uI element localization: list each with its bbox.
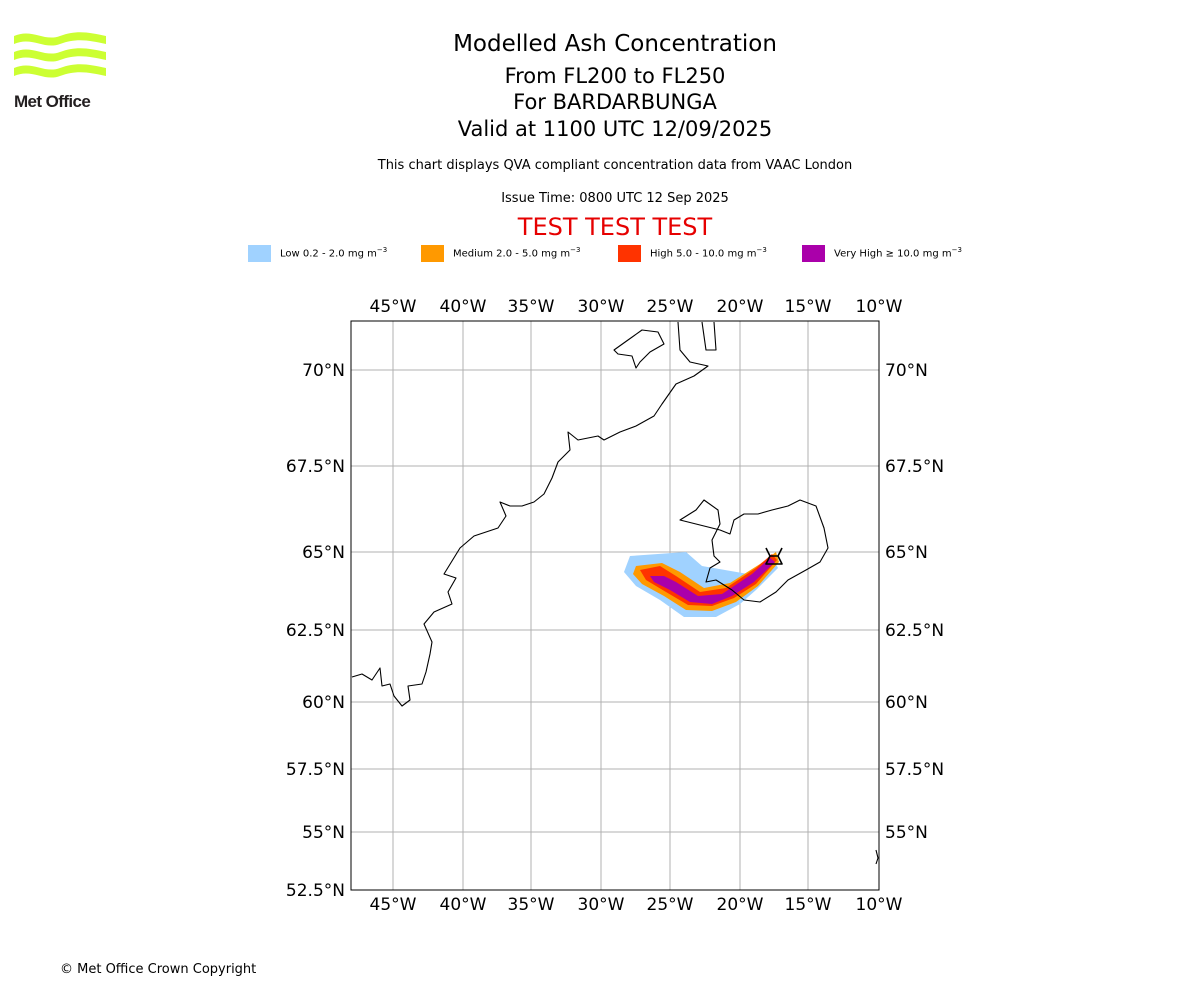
met-office-waves-icon: [14, 32, 106, 78]
lat-tick-label-left: 52.5°N: [286, 881, 345, 901]
valid-time: Valid at 1100 UTC 12/09/2025: [457, 117, 773, 141]
met-office-logo: Met Office: [14, 30, 114, 112]
lat-tick-label-left: 70°N: [302, 361, 345, 381]
lon-tick-label-bottom: 25°W: [647, 895, 694, 915]
greenland-fjord-north: [701, 321, 717, 351]
map-frame: [350, 320, 880, 891]
lat-tick-label-left: 60°N: [302, 693, 345, 713]
lon-tick-label-bottom: 35°W: [508, 895, 555, 915]
issue-time: Issue Time: 0800 UTC 12 Sep 2025: [501, 191, 729, 206]
lat-tick-label-right: 60°N: [885, 693, 928, 713]
lon-tick-label-top: 30°W: [578, 297, 625, 317]
lat-tick-label-left: 55°N: [302, 823, 345, 843]
chart-subtitle: This chart displays QVA compliant concen…: [377, 158, 853, 173]
lon-tick-label-top: 35°W: [508, 297, 555, 317]
met-office-wordmark: Met Office: [14, 92, 91, 111]
legend-swatch-medium: [421, 245, 444, 262]
greenland-island-north: [613, 329, 665, 369]
map-tick-labels: 45°W 45°W 40°W 40°W 35°W 35°W 30°W 30°W 25°W 25°W…: [286, 297, 944, 915]
lon-tick-label-top: 40°W: [440, 297, 487, 317]
iceland-inset-marker: [765, 547, 783, 565]
ash-high-area: [640, 554, 777, 606]
lat-tick-label-right: 62.5°N: [885, 621, 944, 641]
lon-tick-label-top: 15°W: [785, 297, 832, 317]
flight-level-range: From FL200 to FL250: [504, 64, 726, 88]
greenland-coast: [351, 321, 709, 707]
legend-swatch-very-high: [802, 245, 825, 262]
lon-tick-label-bottom: 40°W: [440, 895, 487, 915]
copyright-notice: © Met Office Crown Copyright: [60, 962, 257, 977]
lon-tick-label-bottom: 15°W: [785, 895, 832, 915]
legend-label-very-high: Very High ≥ 10.0 mg m−3: [834, 246, 962, 260]
lon-tick-label-top: 25°W: [647, 297, 694, 317]
lat-tick-label-left: 62.5°N: [286, 621, 345, 641]
lon-tick-label-bottom: 20°W: [717, 895, 764, 915]
lat-tick-label-left: 65°N: [302, 543, 345, 563]
lon-tick-label-bottom: 45°W: [370, 895, 417, 915]
legend-swatch-low: [248, 245, 271, 262]
map-gridlines: [351, 321, 879, 890]
ash-plume: [624, 552, 779, 617]
lat-tick-label-right: 70°N: [885, 361, 928, 381]
iceland-coast: [679, 499, 829, 603]
lat-tick-label-right: 65°N: [885, 543, 928, 563]
ash-very-high-area: [650, 558, 775, 604]
ash-medium-area: [633, 552, 779, 611]
legend-label-medium: Medium 2.0 - 5.0 mg m−3: [453, 246, 581, 260]
lat-tick-label-left: 67.5°N: [286, 457, 345, 477]
lon-tick-label-top: 45°W: [370, 297, 417, 317]
legend-swatch-high: [618, 245, 641, 262]
lon-tick-label-bottom: 10°W: [856, 895, 903, 915]
lon-tick-label-top: 20°W: [717, 297, 764, 317]
legend-label-low: Low 0.2 - 2.0 mg m−3: [280, 246, 388, 260]
lon-tick-label-top: 10°W: [856, 297, 903, 317]
chart-title: Modelled Ash Concentration: [453, 31, 777, 57]
test-banner: TEST TEST TEST: [517, 213, 713, 241]
lat-tick-label-left: 57.5°N: [286, 760, 345, 780]
volcano-name: For BARDARBUNGA: [513, 90, 717, 114]
coastlines: [351, 321, 879, 865]
lat-tick-label-right: 67.5°N: [885, 457, 944, 477]
lon-tick-label-bottom: 30°W: [578, 895, 625, 915]
lat-tick-label-right: 55°N: [885, 823, 928, 843]
lat-tick-label-right: 57.5°N: [885, 760, 944, 780]
legend-label-high: High 5.0 - 10.0 mg m−3: [650, 246, 767, 260]
faroe-islands: [875, 849, 879, 865]
